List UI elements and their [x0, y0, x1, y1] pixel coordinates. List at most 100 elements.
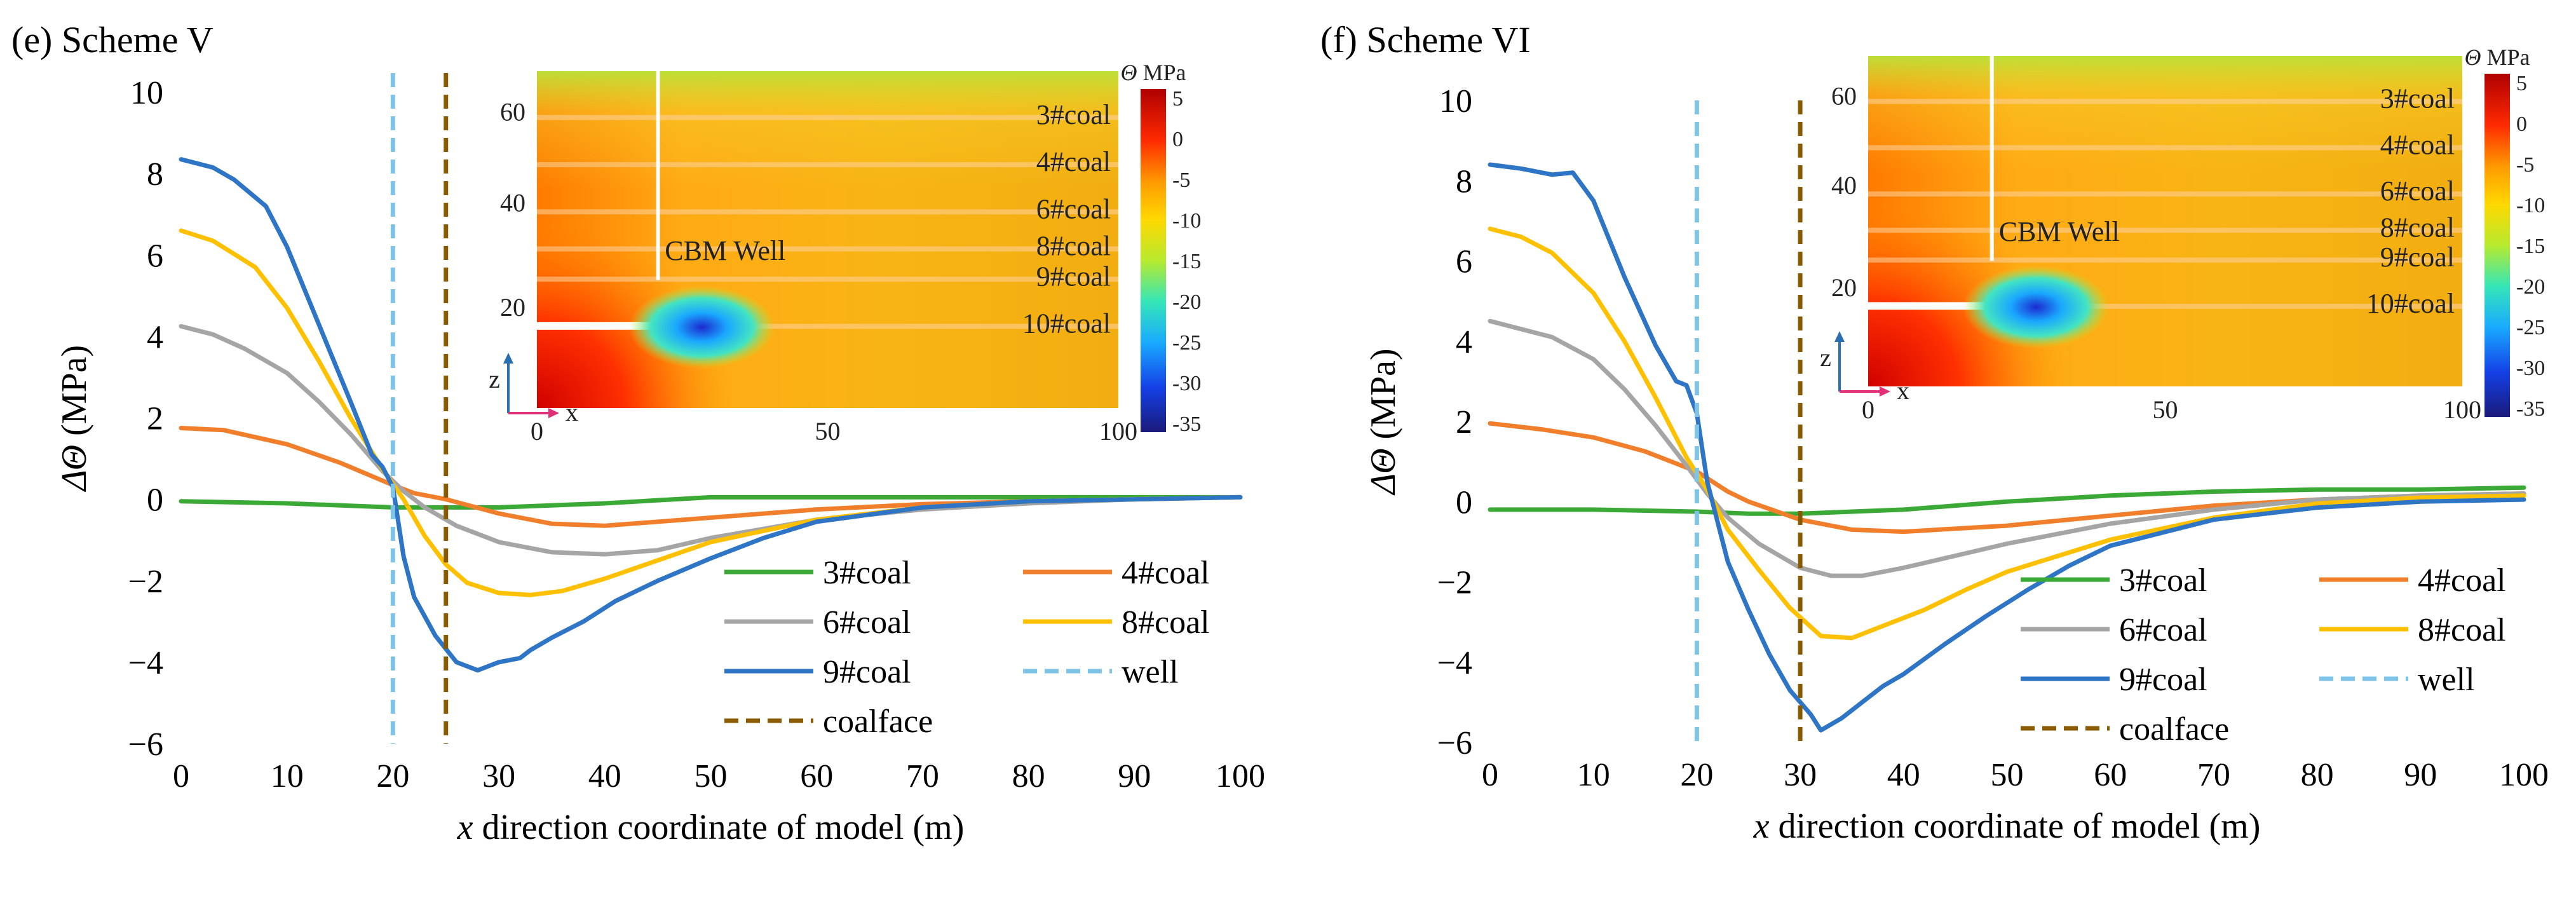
legend-item[interactable]: 8#coal: [2319, 612, 2506, 648]
y-axis-unit: (MPa): [1364, 348, 1403, 448]
legend-label: coalface: [823, 704, 933, 740]
legend-label: 8#coal: [1122, 604, 1210, 641]
inset-seam-label: 9#coal: [1036, 261, 1111, 292]
colorbar-tick: -30: [2516, 357, 2545, 380]
y-axis-label: ΔΘ (MPa): [1364, 348, 1403, 495]
series-4coal-line[interactable]: [179, 426, 1243, 528]
x-axis-symbol: x: [457, 808, 473, 847]
triad-x-label: x: [1897, 376, 1909, 405]
x-axis-rest: direction coordinate of model (m): [1770, 807, 2261, 846]
x-tick-label: 10: [1577, 757, 1610, 793]
series-group: [1488, 100, 2526, 742]
x-tick-label: 70: [2197, 757, 2230, 793]
triad-x-head: [1880, 386, 1890, 397]
series-4coal-line[interactable]: [1488, 421, 2526, 534]
x-tick-label: 40: [1887, 757, 1920, 793]
x-tick-label: 0: [1482, 757, 1498, 793]
y-tick-label: 0: [1456, 484, 1472, 521]
legend-item[interactable]: 9#coal: [724, 654, 911, 690]
inset-seam-label: 9#coal: [2380, 242, 2455, 273]
x-tick-label: 50: [1991, 757, 2024, 793]
inset-well-label: CBM Well: [665, 235, 785, 266]
legend-item[interactable]: 3#coal: [2021, 562, 2207, 599]
y-tick-label: 8: [1456, 163, 1472, 200]
y-tick-label: 10: [1439, 83, 1472, 119]
colorbar-tick: -20: [1172, 290, 1201, 314]
triad-x-head: [548, 408, 559, 418]
legend-label: 6#coal: [2119, 612, 2207, 648]
x-tick-labels: 0 10 20 30 40 50 60 70 80 90 100: [1482, 757, 2549, 793]
panel-title: (f) Scheme VI: [1320, 19, 1531, 60]
legend-item[interactable]: coalface: [724, 704, 933, 740]
y-tick-label: −6: [128, 726, 163, 763]
triad-z-label: z: [489, 365, 500, 393]
y-tick-label: 4: [1456, 324, 1472, 360]
inset-seam-label: 4#coal: [2380, 129, 2455, 160]
inset-seam-label: 3#coal: [1036, 99, 1111, 130]
legend-item[interactable]: 4#coal: [1023, 555, 1210, 591]
legend-item[interactable]: 6#coal: [724, 604, 911, 641]
legend-label: coalface: [2119, 711, 2229, 747]
colorbar-tick: -10: [2516, 194, 2545, 217]
colorbar-title: Θ MPa: [2464, 44, 2530, 70]
x-tick-label: 60: [2094, 757, 2127, 793]
inset-seam-label: 6#coal: [1036, 193, 1111, 224]
series-9coal-line[interactable]: [1488, 162, 2526, 733]
inset-seam-label: 10#coal: [2366, 288, 2455, 319]
inset-x-tick: 100: [1099, 417, 1137, 446]
inset-x-tick: 0: [531, 417, 543, 446]
x-axis-symbol: x: [1753, 807, 1770, 846]
legend-item[interactable]: coalface: [2021, 711, 2229, 747]
inset-seam-label: 6#coal: [2380, 175, 2455, 207]
y-tick-label: 2: [147, 401, 163, 437]
y-tick-labels: −6 −4 −2 0 2 4 6 8 10: [128, 75, 163, 763]
legend-item[interactable]: 6#coal: [2021, 612, 2207, 648]
colorbar-tick: -5: [2516, 153, 2534, 177]
legend-item[interactable]: well: [1023, 654, 1179, 690]
inset-seam-stripe: [1868, 257, 2462, 263]
legend-item[interactable]: well: [2319, 662, 2475, 698]
x-tick-label: 50: [695, 758, 728, 794]
legend-label: well: [2418, 662, 2475, 698]
series-3coal-line[interactable]: [1488, 485, 2526, 516]
x-tick-label: 10: [271, 758, 304, 794]
series-8coal-line[interactable]: [1488, 226, 2526, 641]
series-9coal-line[interactable]: [179, 157, 1243, 673]
y-tick-label: 8: [147, 156, 163, 193]
legend-item[interactable]: 9#coal: [2021, 662, 2207, 698]
y-tick-label: 2: [1456, 404, 1472, 440]
legend-item[interactable]: 4#coal: [2319, 562, 2506, 599]
y-tick-label: 4: [147, 319, 163, 355]
inset-seam-label: 8#coal: [1036, 231, 1111, 262]
y-tick-label: 6: [1456, 244, 1472, 280]
inset-x-tick: 100: [2443, 395, 2481, 424]
x-tick-label: 0: [173, 758, 189, 794]
x-tick-label: 80: [2301, 757, 2334, 793]
colorbar-tick: -15: [2516, 235, 2545, 258]
y-tick-label: 6: [147, 238, 163, 274]
triad-z-head: [1834, 331, 1845, 342]
legend-label: 9#coal: [2119, 662, 2207, 698]
inset-seam-stripe: [1868, 191, 2462, 197]
y-axis-unit: (MPa): [55, 345, 94, 445]
inset-x-tick: 0: [1862, 395, 1874, 424]
y-axis-label: ΔΘ (MPa): [55, 345, 94, 492]
inset-seam-stripe: [1868, 99, 2462, 104]
x-tick-label: 30: [1784, 757, 1817, 793]
legend-item[interactable]: 3#coal: [724, 555, 911, 591]
legend-label: well: [1122, 654, 1179, 690]
colorbar-tick: 0: [1172, 128, 1183, 151]
y-tick-label: −4: [1437, 645, 1472, 681]
series-group: [179, 73, 1243, 744]
x-tick-labels: 0 10 20 30 40 50 60 70 80 90 100: [173, 758, 1265, 794]
x-tick-label: 20: [376, 758, 409, 794]
colorbar-tick: -5: [1172, 168, 1190, 192]
y-axis-symbol: ΔΘ: [1364, 448, 1403, 495]
legend-item[interactable]: 8#coal: [1023, 604, 1210, 641]
inset-y-tick: 20: [500, 293, 525, 322]
legend-label: 6#coal: [823, 604, 911, 641]
x-tick-label: 100: [1216, 758, 1265, 794]
